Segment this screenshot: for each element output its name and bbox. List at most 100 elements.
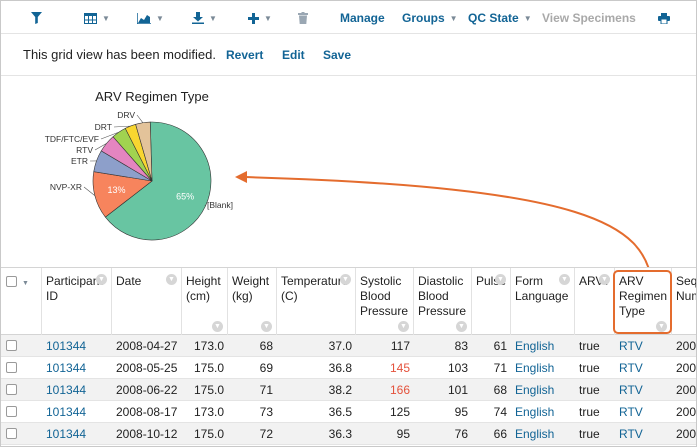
row-checkbox[interactable] xyxy=(6,340,17,351)
column-menu-icon[interactable]: ▼ xyxy=(656,321,667,332)
table-cell: 101 xyxy=(447,383,468,397)
slice-leader-line xyxy=(136,114,144,123)
table-cell: 66 xyxy=(493,427,507,441)
grid-toolbar: ▼ ▼ ▼ ▼ Manage Gro xyxy=(1,1,696,34)
table-cell[interactable]: 101344 xyxy=(46,339,87,353)
table-cell[interactable]: English xyxy=(515,361,555,375)
column-header[interactable]: Seq Num▼ xyxy=(672,268,696,336)
table-cell[interactable]: 101344 xyxy=(46,383,87,397)
grid-views-button[interactable]: ▼ xyxy=(84,10,110,26)
chevron-down-icon[interactable]: ▼ xyxy=(22,280,29,287)
column-header[interactable]: Diastolic Blood Pressure ▼ xyxy=(414,268,472,336)
table-cell[interactable]: English xyxy=(515,339,555,353)
slice-leader-line xyxy=(83,186,96,196)
table-cell: 68 xyxy=(259,339,273,353)
table-cell[interactable]: RTV xyxy=(619,405,643,419)
table-cell[interactable]: English xyxy=(515,427,555,441)
column-menu-icon[interactable]: ▼ xyxy=(261,321,272,332)
table-row[interactable]: 101344 2008-04-27 173.0 68 37.0 117 83 61 Englis… xyxy=(1,335,697,357)
filter-button[interactable] xyxy=(31,10,42,26)
table-cell: 71 xyxy=(493,361,507,375)
table-row[interactable]: 101344 2008-10-12 175.0 72 36.3 95 76 66 English… xyxy=(1,423,696,445)
column-header[interactable]: Form Language ▼ xyxy=(511,268,575,336)
groups-menu[interactable]: Groups ▼ xyxy=(402,10,458,26)
column-menu-icon[interactable]: ▼ xyxy=(456,321,467,332)
column-header[interactable]: Systolic Blood Pressure ▼ xyxy=(356,268,414,336)
table-cell[interactable]: 101344 xyxy=(46,427,87,441)
row-checkbox[interactable] xyxy=(6,384,17,395)
view-modified-bar: This grid view has been modified. Revert… xyxy=(1,34,696,76)
column-header-label: ARV Regimen Type xyxy=(619,274,668,318)
column-menu-icon[interactable]: ▼ xyxy=(340,274,351,285)
table-cell[interactable]: English xyxy=(515,383,555,397)
slice-percent-label: 65% xyxy=(176,192,194,202)
column-header-label: Participant ID xyxy=(46,274,103,303)
table-cell: 175.0 xyxy=(193,383,224,397)
table-cell: 37.0 xyxy=(328,339,352,353)
column-header[interactable]: ARV? ▼ xyxy=(575,268,615,336)
table-cell: 166 xyxy=(389,383,410,397)
table-cell[interactable]: RTV xyxy=(619,361,643,375)
table-cell[interactable]: 101344 xyxy=(46,405,87,419)
table-cell[interactable]: RTV xyxy=(619,383,643,397)
table-cell: 200 xyxy=(676,361,697,375)
table-cell: 200 xyxy=(676,339,697,353)
table-row[interactable]: 101344 2008-06-22 175.0 71 38.2 166 101 68 Engli… xyxy=(1,379,696,401)
grid-icon xyxy=(84,12,97,24)
table-cell: 36.3 xyxy=(328,427,352,441)
column-header[interactable]: Weight (kg) ▼ xyxy=(228,268,277,336)
select-all-checkbox[interactable] xyxy=(6,276,17,287)
row-checkbox[interactable] xyxy=(6,362,17,373)
save-link[interactable]: Save xyxy=(323,48,352,62)
print-icon xyxy=(658,12,670,24)
qc-state-menu[interactable]: QC State ▼ xyxy=(468,10,532,26)
table-cell[interactable]: 101344 xyxy=(46,361,87,375)
slice-label: DRV xyxy=(117,110,135,120)
slice-label: NVP-XR xyxy=(50,182,82,192)
table-cell: 2008-10-12 xyxy=(116,427,178,441)
chevron-down-icon: ▼ xyxy=(264,13,272,23)
table-cell: true xyxy=(579,361,600,375)
column-header[interactable]: Pulse ▼ xyxy=(472,268,511,336)
chevron-down-icon: ▼ xyxy=(523,13,532,23)
print-button[interactable] xyxy=(658,10,670,26)
export-button[interactable]: ▼ xyxy=(192,10,217,26)
column-menu-icon[interactable]: ▼ xyxy=(495,274,506,285)
insert-button[interactable]: ▼ xyxy=(248,10,272,26)
column-header[interactable]: Height (cm) ▼ xyxy=(182,268,228,336)
row-checkbox[interactable] xyxy=(6,406,17,417)
view-specimens-button[interactable]: View Specimens xyxy=(542,10,636,26)
grid-header: ▼ Participant ID ▼ Date ▼ Height (cm) ▼ Weight … xyxy=(1,267,696,336)
table-cell: 175.0 xyxy=(193,361,224,375)
table-cell: true xyxy=(579,339,600,353)
table-row[interactable]: 101344 2008-05-25 175.0 69 36.8 145 103 71 Engli… xyxy=(1,357,697,379)
revert-link[interactable]: Revert xyxy=(226,48,264,62)
table-row[interactable]: 101344 2008-08-17 173.0 73 36.5 125 95 74 Englis… xyxy=(1,401,696,423)
table-cell[interactable]: English xyxy=(515,405,555,419)
table-cell[interactable]: RTV xyxy=(619,427,643,441)
plus-icon xyxy=(248,12,259,24)
pie-chart: ARV Regimen Type 65% [Blank] 13% NVP-XR ETRR… xyxy=(45,89,650,267)
edit-link[interactable]: Edit xyxy=(282,48,305,62)
annotation-arrow xyxy=(242,176,650,267)
column-header[interactable]: Participant ID ▼ xyxy=(42,268,112,336)
column-menu-icon[interactable]: ▼ xyxy=(599,274,610,285)
charts-button[interactable]: ▼ xyxy=(137,10,164,26)
row-checkbox[interactable] xyxy=(6,428,17,439)
table-cell: 125 xyxy=(389,405,410,419)
chart-icon xyxy=(137,12,151,24)
column-menu-icon[interactable]: ▼ xyxy=(398,321,409,332)
chevron-down-icon: ▼ xyxy=(209,13,217,23)
slice-leader-line xyxy=(94,143,107,151)
column-header-label: Temperature (C) xyxy=(281,274,349,303)
column-menu-icon[interactable]: ▼ xyxy=(212,321,223,332)
select-all-cell: ▼ xyxy=(1,268,42,336)
column-menu-icon[interactable]: ▼ xyxy=(166,274,177,285)
table-cell[interactable]: RTV xyxy=(619,339,643,353)
manage-button[interactable]: Manage xyxy=(340,10,385,26)
column-header[interactable]: Temperature (C) ▼ xyxy=(277,268,356,336)
column-menu-icon[interactable]: ▼ xyxy=(559,274,570,285)
column-menu-icon[interactable]: ▼ xyxy=(96,274,107,285)
delete-button[interactable] xyxy=(298,10,308,26)
column-header[interactable]: Date ▼ xyxy=(112,268,182,336)
